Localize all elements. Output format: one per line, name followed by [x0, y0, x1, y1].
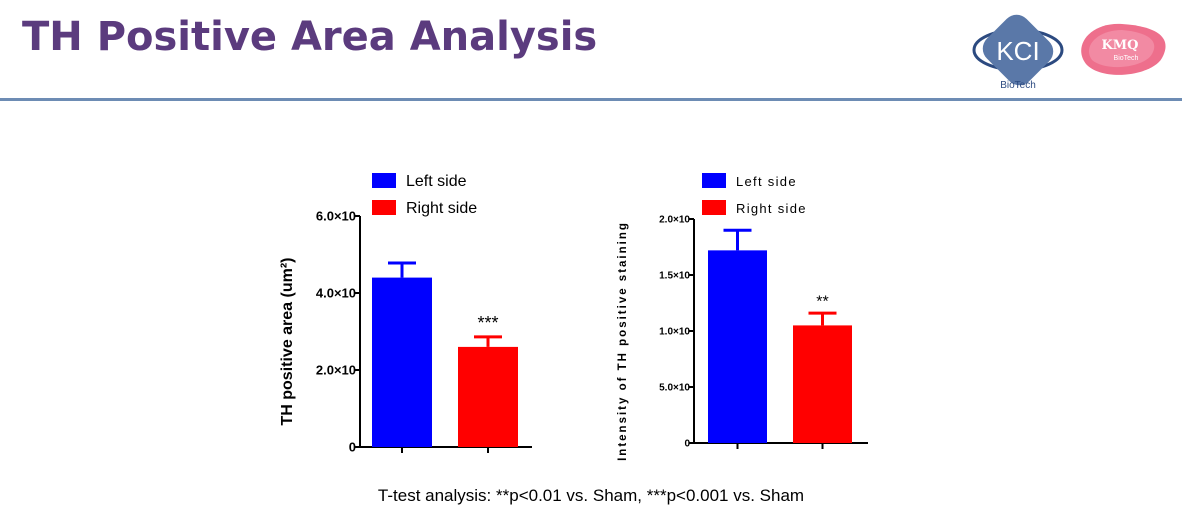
y-tick-label: 5.0×10	[659, 383, 690, 394]
y-tick-label: 4.0×10	[316, 286, 356, 301]
kci-logo: KCI BioTech	[972, 14, 1064, 91]
page-title: TH Positive Area Analysis	[22, 14, 598, 60]
y-tick-label: 1.0×10	[659, 327, 690, 338]
legend-label: Left side	[406, 173, 467, 190]
bar-left-side	[372, 277, 432, 447]
y-tick-label: 6.0×10	[316, 209, 356, 224]
bar-left-side	[708, 250, 767, 443]
y-tick-label: 0	[684, 439, 690, 450]
legend-label: Right side	[406, 200, 477, 217]
legend-swatch	[372, 173, 396, 188]
bar-right-side	[458, 346, 518, 447]
legend-label: Right side	[736, 201, 807, 216]
kmq-logo: KMQ BioTech	[1081, 23, 1166, 75]
chart-th-positive-area: 0 2.0×10 4.0×10 6.0×10 *** TH positive area (…	[279, 173, 532, 455]
significance-annotation: ***	[477, 313, 498, 333]
kci-logo-subtext: BioTech	[1000, 80, 1036, 91]
bar-right-side	[793, 325, 852, 443]
significance-annotation: **	[816, 294, 828, 311]
kmq-logo-text: KMQ	[1101, 38, 1138, 53]
legend-swatch	[372, 200, 396, 215]
kci-logo-text: KCI	[996, 36, 1039, 66]
legend-label: Left side	[736, 174, 797, 189]
y-tick-label: 2.0×10	[659, 215, 690, 226]
legend-swatch	[702, 200, 726, 215]
chart-th-intensity: 0 5.0×10 1.0×10 1.5×10 2.0×10 ** Intensity of …	[617, 173, 868, 461]
kmq-logo-subtext: BioTech	[1114, 55, 1139, 62]
y-tick-label: 0	[349, 440, 356, 455]
footnote: T-test analysis: **p<0.01 vs. Sham, ***p…	[377, 486, 805, 505]
title-divider	[0, 98, 1182, 101]
y-axis-label: Intensity of TH positive staining	[617, 221, 629, 461]
y-tick-label: 2.0×10	[316, 363, 356, 378]
y-axis-label: TH positive area (um²)	[279, 257, 296, 425]
legend-swatch	[702, 173, 726, 188]
y-tick-label: 1.5×10	[659, 271, 690, 282]
